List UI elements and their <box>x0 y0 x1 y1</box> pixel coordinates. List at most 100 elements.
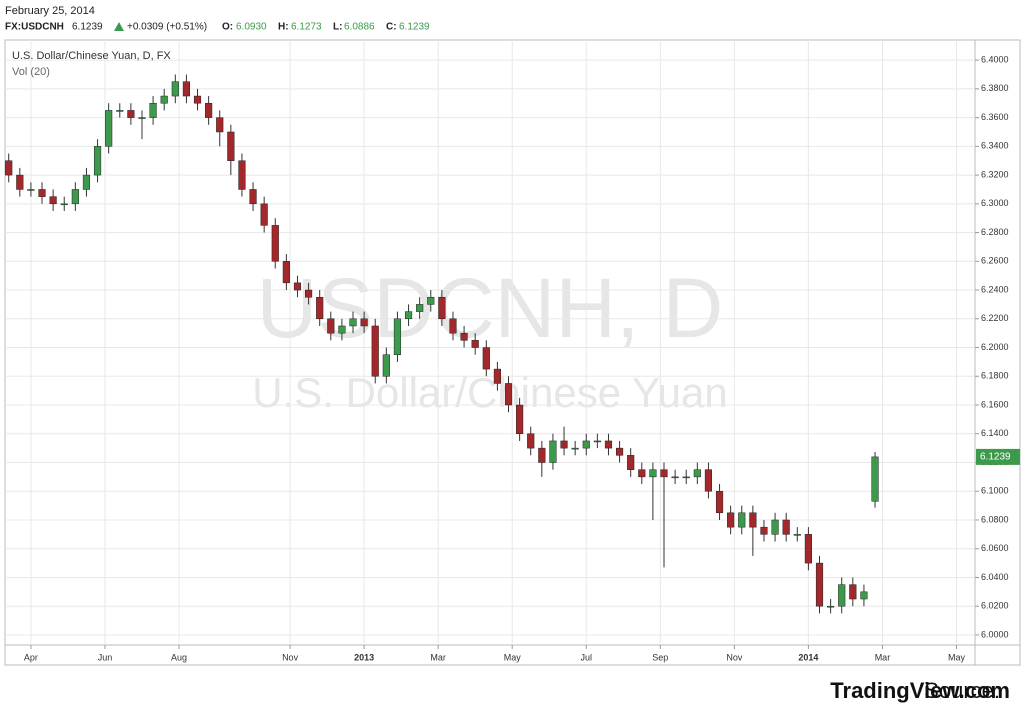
candle-body <box>371 325 379 377</box>
watermark: USDCNH, D <box>257 261 724 355</box>
candle-body <box>471 340 479 348</box>
candle-body <box>860 591 868 600</box>
candle-body <box>849 584 857 600</box>
candle-body <box>449 318 457 334</box>
candle-body <box>549 440 557 463</box>
candle-body <box>593 440 601 443</box>
candle-body <box>838 584 846 607</box>
y-tick-label: 6.2800 <box>981 227 1009 237</box>
candle-body <box>216 117 224 133</box>
y-tick-label: 6.2200 <box>981 313 1009 323</box>
grid: USDCNH, D U.S. Dollar/Chinese Yuan <box>4 39 1021 666</box>
candle-body <box>338 325 346 334</box>
candle-body <box>793 534 801 536</box>
watermark-subtitle: U.S. Dollar/Chinese Yuan <box>252 369 728 416</box>
x-tick-label: Apr <box>24 652 38 662</box>
candle-body <box>671 476 679 479</box>
y-tick-label: 6.2600 <box>981 256 1009 266</box>
candle-body <box>404 311 413 320</box>
y-tick-label: 6.0200 <box>981 601 1009 611</box>
candle-body <box>560 440 568 449</box>
candle-body <box>193 95 202 104</box>
candle-body <box>71 189 79 205</box>
candle-body <box>771 519 779 535</box>
candle-body <box>305 289 313 298</box>
candle-body <box>749 512 757 528</box>
volume-label: Vol (20) <box>12 66 50 78</box>
candle-body <box>360 318 368 327</box>
candle-body <box>538 447 546 463</box>
candle-body <box>349 318 357 327</box>
candle-body <box>116 110 124 112</box>
candle-body <box>160 95 168 104</box>
candle-body <box>871 456 879 502</box>
candle-body <box>427 296 435 305</box>
y-tick-label: 6.1800 <box>981 371 1009 381</box>
y-tick-label: 6.0800 <box>981 514 1009 524</box>
candle-body <box>5 160 13 176</box>
y-tick-label: 6.3000 <box>981 198 1009 208</box>
candle-body <box>205 102 213 118</box>
x-tick-label: Sep <box>652 652 668 662</box>
x-tick-label: Aug <box>171 652 187 662</box>
high: 6.1273 <box>291 22 322 33</box>
y-tick-label: 6.2400 <box>981 284 1009 294</box>
candle-body <box>438 296 446 320</box>
open-label: O: <box>222 22 233 33</box>
candle-body <box>460 332 468 341</box>
candle-body <box>27 189 35 191</box>
candle-body <box>260 203 268 226</box>
candle-body <box>571 447 579 450</box>
candle-body <box>393 318 402 355</box>
candle-body <box>760 526 768 535</box>
candle-body <box>416 304 424 312</box>
date: February 25, 2014 <box>5 5 95 17</box>
candle-body <box>249 189 257 205</box>
candle-body <box>649 469 657 478</box>
y-tick-label: 6.4000 <box>981 54 1009 64</box>
candle-body <box>182 81 190 97</box>
low-label: L: <box>333 22 342 33</box>
y-tick-label: 6.0000 <box>981 629 1009 639</box>
x-tick-label: Mar <box>430 652 446 662</box>
candle-body <box>38 189 46 197</box>
candle-body <box>627 455 635 470</box>
candle-body <box>815 562 824 607</box>
candle-body <box>660 469 668 478</box>
x-tick-label: May <box>948 652 966 662</box>
candle-body <box>382 354 390 377</box>
candle-body <box>527 433 535 449</box>
y-tick-label: 6.3800 <box>981 83 1009 93</box>
candle-body <box>604 440 613 449</box>
candle-body <box>516 404 524 435</box>
candle-body <box>271 225 279 262</box>
candle-body <box>138 117 146 119</box>
candle-body <box>782 519 790 535</box>
candle-body <box>682 476 690 479</box>
candle-body <box>282 261 290 284</box>
candle-body <box>93 146 102 176</box>
candle-body <box>827 605 835 608</box>
candle-body <box>715 490 724 514</box>
up-arrow <box>114 22 124 31</box>
candle-body <box>127 110 135 118</box>
x-tick-label: Jun <box>98 652 113 662</box>
x-tick-label: 2014 <box>798 652 818 662</box>
y-tick-label: 6.3600 <box>981 112 1009 122</box>
candle-body <box>227 131 235 161</box>
candle-body <box>693 469 701 478</box>
candle-body <box>738 512 746 528</box>
y-tick-label: 6.1400 <box>981 428 1009 438</box>
candle-body <box>293 282 302 291</box>
candle-body <box>804 534 812 564</box>
candle-body <box>316 296 324 320</box>
symbol: FX:USDCNH <box>5 22 64 33</box>
candle-body <box>49 196 57 205</box>
y-tick-label: 6.1000 <box>981 486 1009 496</box>
open: 6.0930 <box>236 22 267 33</box>
x-tick-label: 2013 <box>354 652 374 662</box>
candle-body <box>638 469 646 478</box>
candle-body <box>238 160 246 190</box>
candle-body <box>482 347 490 370</box>
candle-body <box>727 512 735 528</box>
